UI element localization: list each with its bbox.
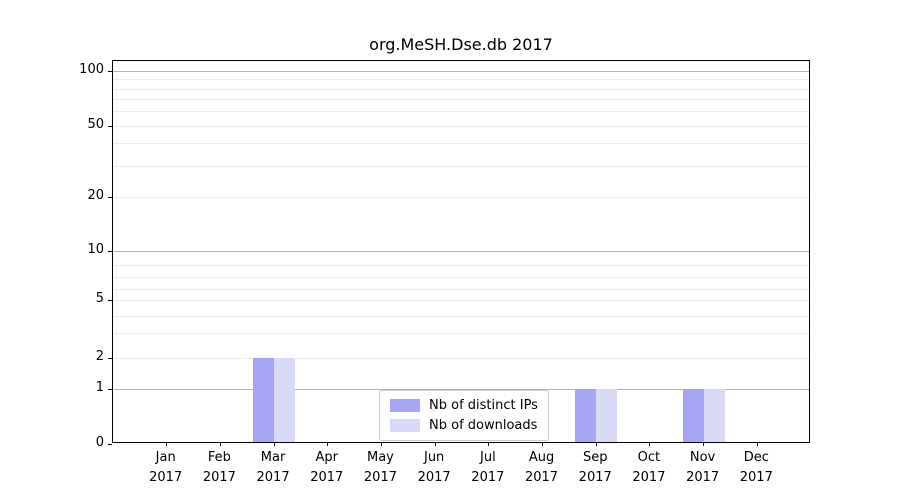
legend-item-distinct-ips: Nb of distinct IPs [390,398,538,413]
bar-downloads-nov [703,389,725,442]
chart-title: org.MeSH.Dse.db 2017 [369,35,553,54]
y-tick-label-1: 1 [95,380,104,395]
y-tick-2 [108,358,112,359]
x-tick-sep [595,442,597,446]
x-tick-label-jan: Jan 2017 [149,450,183,485]
minor-gridline [113,316,809,317]
y-tick-1 [108,389,112,390]
y-tick-label-5: 5 [95,291,104,306]
x-tick-dec [756,442,758,446]
y-tick-100 [108,71,112,72]
plot-area: Nb of distinct IPs Nb of downloads [108,60,810,446]
minor-gridline [113,358,809,359]
major-gridline [113,389,809,390]
x-tick-mar [273,442,275,446]
x-tick-label-oct: Oct 2017 [632,450,666,485]
minor-gridline [113,143,809,144]
y-tick-label-0: 0 [95,435,104,450]
x-tick-label-mar: Mar 2017 [256,450,290,485]
minor-gridline [113,333,809,334]
x-tick-label-may: May 2017 [363,450,397,485]
x-tick-label-apr: Apr 2017 [310,450,344,485]
x-tick-apr [327,442,329,446]
legend-item-downloads: Nb of downloads [390,418,538,433]
minor-gridline [113,111,809,112]
minor-gridline [113,99,809,100]
y-tick-10 [108,251,112,252]
y-tick-label-2: 2 [95,349,104,364]
legend-swatch-distinct-ips [390,399,420,412]
x-tick-may [380,442,382,446]
x-tick-aug [542,442,544,446]
x-tick-nov [703,442,705,446]
y-tick-20 [108,197,112,198]
legend-swatch-downloads [390,419,420,432]
minor-gridline [113,300,809,301]
x-tick-label-sep: Sep 2017 [578,450,612,485]
y-tick-label-10: 10 [87,242,104,257]
minor-gridline [113,289,809,290]
bar-distinct-ips-nov [682,389,704,442]
bar-downloads-mar [274,358,296,442]
major-gridline [113,251,809,252]
y-tick-label-50: 50 [87,117,104,132]
x-tick-oct [649,442,651,446]
y-tick-label-20: 20 [87,188,104,203]
x-tick-label-aug: Aug 2017 [524,450,559,485]
minor-gridline [113,197,809,198]
bar-downloads-sep [596,389,618,442]
y-tick-5 [108,300,112,301]
minor-gridline [113,265,809,266]
y-tick-0 [108,444,112,445]
bar-distinct-ips-mar [253,358,275,442]
x-tick-feb [219,442,221,446]
x-tick-label-nov: Nov 2017 [686,450,720,485]
y-tick-label-100: 100 [79,62,104,77]
x-tick-label-dec: Dec 2017 [739,450,773,485]
y-tick-50 [108,126,112,127]
major-gridline [113,71,809,72]
legend-label-distinct-ips: Nb of distinct IPs [429,398,538,413]
x-tick-label-jul: Jul 2017 [471,450,505,485]
x-tick-jan [166,442,168,446]
x-tick-jul [488,442,490,446]
minor-gridline [113,79,809,80]
minor-gridline [113,166,809,167]
minor-gridline [113,89,809,90]
x-tick-label-feb: Feb 2017 [202,450,236,485]
x-tick-label-jun: Jun 2017 [417,450,451,485]
bar-distinct-ips-sep [575,389,597,442]
minor-gridline [113,277,809,278]
legend: Nb of distinct IPs Nb of downloads [379,390,549,441]
x-tick-jun [434,442,436,446]
legend-label-downloads: Nb of downloads [429,418,538,433]
minor-gridline [113,126,809,127]
